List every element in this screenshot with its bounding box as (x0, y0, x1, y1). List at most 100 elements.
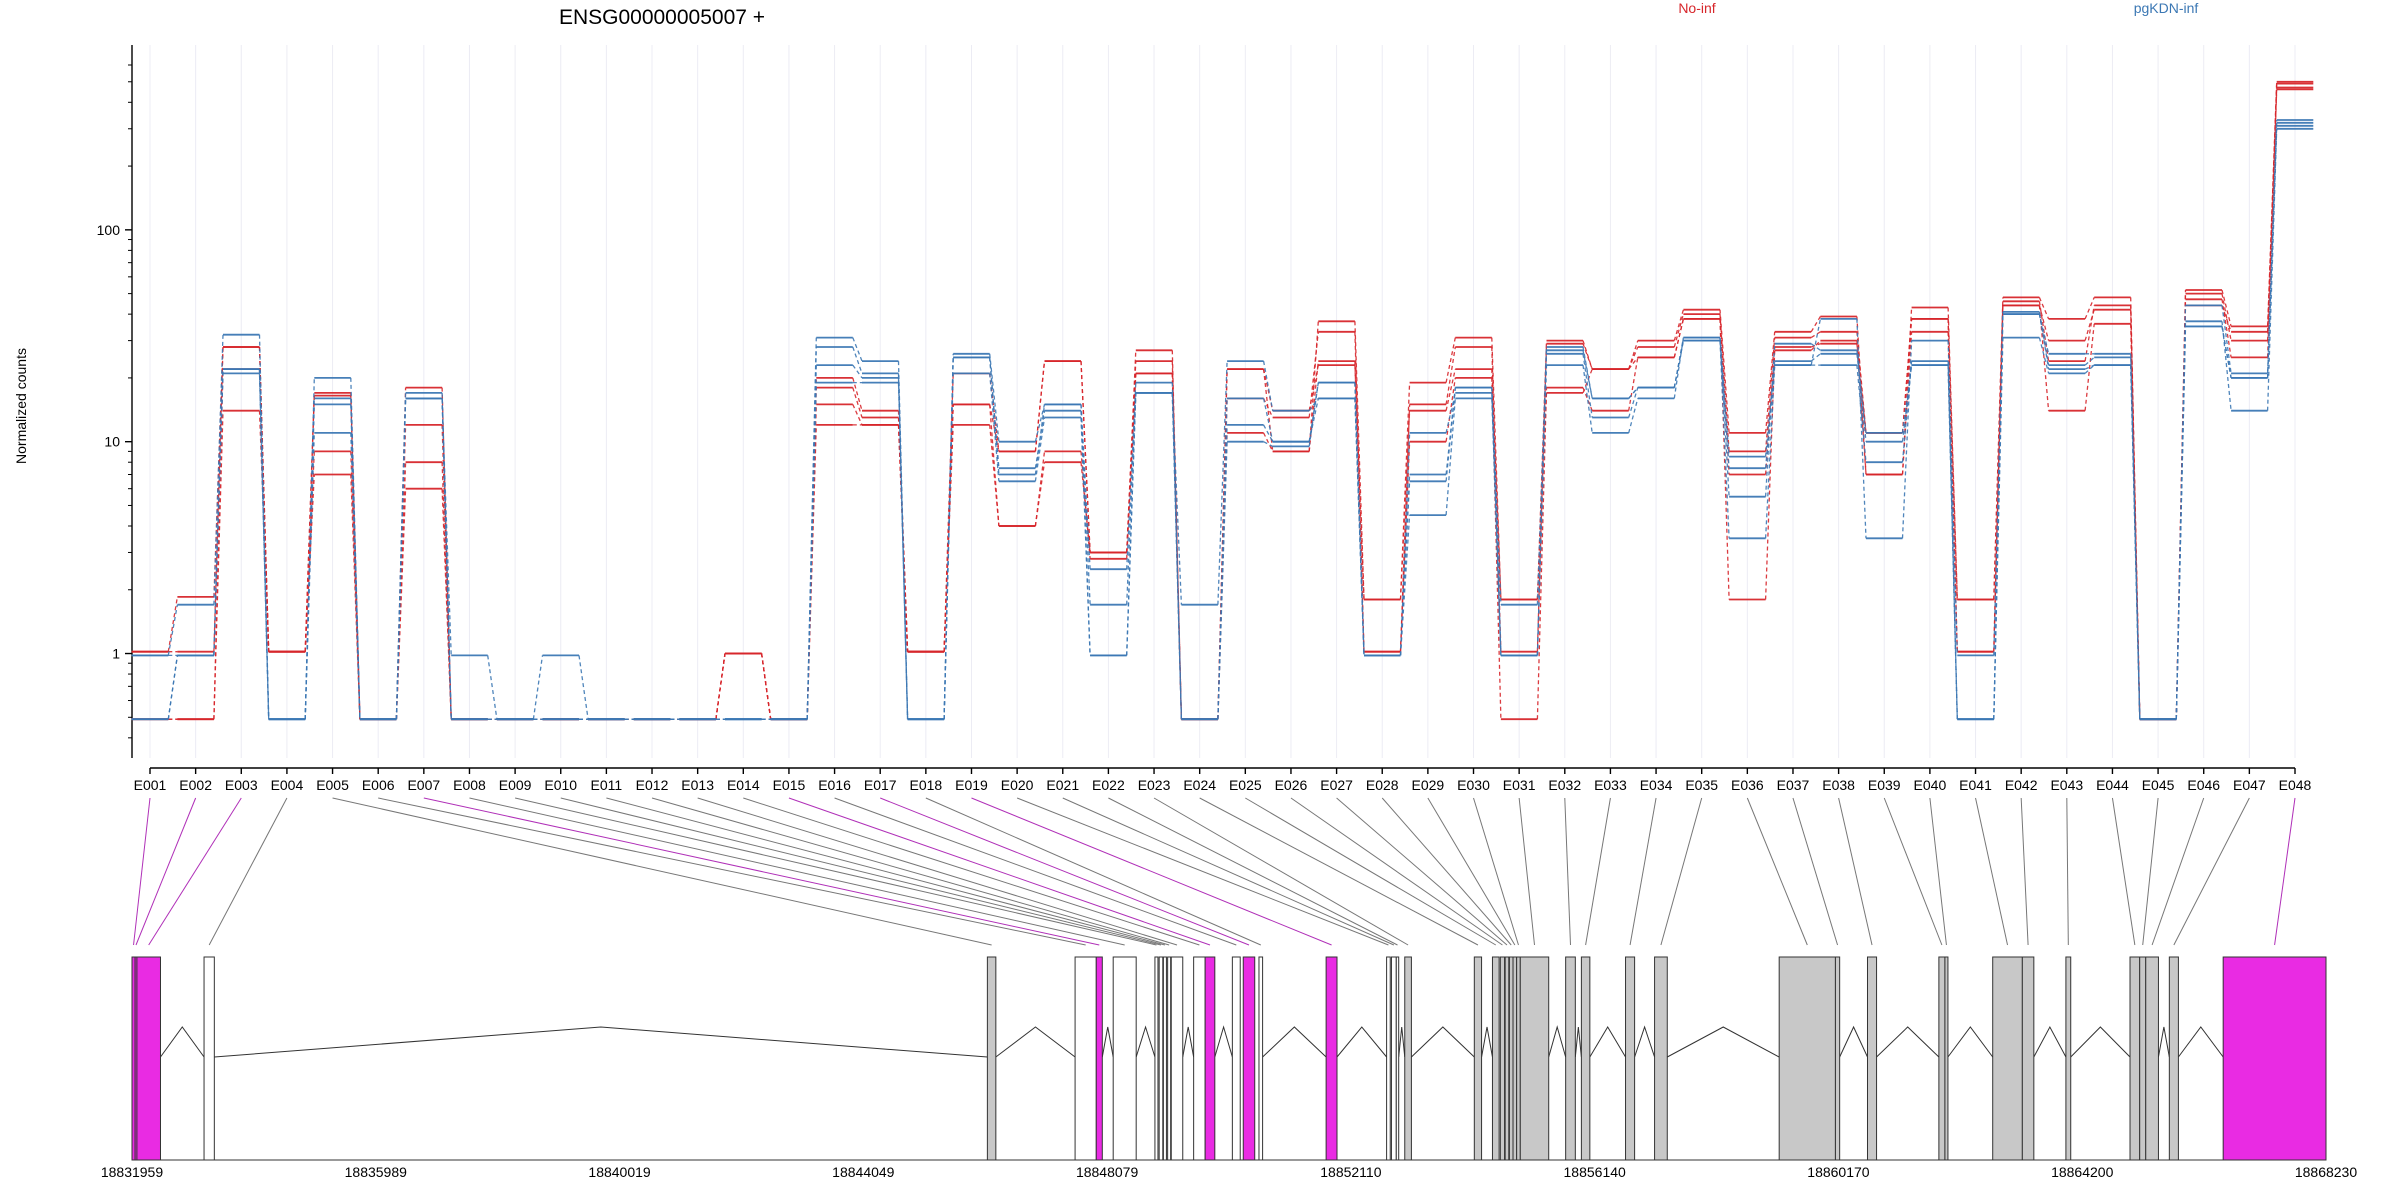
x-tick-label: E047 (2233, 777, 2266, 793)
x-axis: E001 E002 E003 E004 E005 E006 E007 E008 E009 E010… (134, 767, 2312, 793)
x-tick-label: E018 (909, 777, 942, 793)
exon-box-e022 (1395, 956, 1400, 1161)
exon-box-e005 (986, 956, 997, 1161)
exon-connector (651, 797, 1170, 946)
exon-connector-lines (133, 797, 2296, 946)
exon-connector (1746, 797, 1808, 946)
intron-line (1336, 1026, 1387, 1058)
series-level-pgkdn-inf (131, 121, 2314, 721)
intron-line (214, 1026, 988, 1058)
exon-connector (1883, 797, 1943, 946)
exon-connector (606, 797, 1166, 946)
exon-box-e016 (1231, 956, 1241, 1161)
series-level-pgkdn-inf (131, 127, 2314, 721)
y-tick-label: 100 (97, 222, 121, 238)
intron-line (1548, 1025, 1567, 1058)
exon-box-e045 (2139, 956, 2147, 1161)
legend-pgkdn-inf: pgKDN-inf (2134, 0, 2199, 16)
x-tick-label: E003 (225, 777, 258, 793)
exon-box-e043 (2065, 956, 2072, 1161)
x-tick-label: E022 (1092, 777, 1125, 793)
series-connector-no-inf (168, 83, 2278, 720)
exon-connector (788, 797, 1211, 946)
x-tick-label: E046 (2187, 777, 2220, 793)
intron-line (1182, 1026, 1195, 1058)
exon-connector (2142, 797, 2159, 946)
x-tick-label: E045 (2142, 777, 2175, 793)
exon-box-e010 (1158, 956, 1164, 1161)
exon-box-e014 (1193, 956, 1206, 1161)
exon-connector (1838, 797, 1873, 946)
x-tick-label: E037 (1777, 777, 1810, 793)
exon-connector (743, 797, 1200, 946)
genomic-tick-label: 18852110 (1320, 1164, 1381, 1180)
exon-connector (1336, 797, 1508, 946)
x-tick-label: E028 (1366, 777, 1399, 793)
genomic-tick-label: 18835989 (345, 1164, 408, 1180)
x-tick-label: E023 (1138, 777, 1171, 793)
exon-box-e013 (1170, 956, 1184, 1161)
intron-line (1262, 1026, 1327, 1058)
genomic-coordinate-axis: 18831959 18835989 18840019 18844049 18848079… (101, 1164, 2358, 1180)
exon-connector (2151, 797, 2205, 946)
exon-connector (2274, 797, 2296, 946)
x-tick-label: E031 (1503, 777, 1536, 793)
exon-connector (2173, 797, 2250, 946)
exon-box-e030 (1516, 956, 1521, 1161)
x-tick-label: E039 (1868, 777, 1901, 793)
exon-connector (148, 797, 242, 946)
x-tick-label: E044 (2096, 777, 2129, 793)
y-axis: 1 10 100 (97, 45, 133, 758)
exon-box-e035 (1654, 956, 1668, 1161)
series-level-no-inf (131, 82, 2314, 721)
intron-line (2178, 1026, 2224, 1058)
x-tick-label: E035 (1685, 777, 1718, 793)
exon-connector (378, 797, 1086, 946)
exon-box-e047 (2168, 956, 2179, 1161)
exon-box-e012 (1167, 956, 1172, 1161)
x-tick-label: E012 (636, 777, 669, 793)
x-tick-label: E025 (1229, 777, 1262, 793)
x-tick-label: E017 (864, 777, 897, 793)
intron-line (1411, 1026, 1475, 1058)
exon-connector (2066, 797, 2069, 946)
exon-connector (208, 797, 288, 946)
x-tick-label: E006 (362, 777, 395, 793)
genomic-tick-label: 18844049 (832, 1164, 895, 1180)
genomic-tick-label: 18840019 (588, 1164, 651, 1180)
exon-box-e003 (136, 956, 161, 1161)
x-tick-label: E005 (316, 777, 349, 793)
exon-connector (2111, 797, 2136, 946)
exon-box-e009 (1154, 956, 1159, 1161)
exon-box-e029 (1512, 956, 1518, 1161)
genomic-tick-label: 18856140 (1564, 1164, 1627, 1180)
series-connector-no-inf (167, 87, 2278, 720)
series-level-no-inf (131, 80, 2314, 721)
exon-box-e028 (1508, 956, 1514, 1161)
x-tick-label: E019 (955, 777, 988, 793)
exon-connector (1629, 797, 1657, 946)
x-tick-label: E015 (773, 777, 806, 793)
x-tick-label: E014 (727, 777, 760, 793)
exon-box-e033 (1580, 956, 1591, 1161)
exon-connector (514, 797, 1157, 946)
exon-connector (1518, 797, 1535, 946)
x-tick-label: E021 (1046, 777, 1079, 793)
genomic-tick-label: 18848079 (1076, 1164, 1139, 1180)
exon-connector (332, 797, 992, 946)
x-tick-label: E034 (1640, 777, 1673, 793)
genomic-tick-label: 18860170 (1807, 1164, 1870, 1180)
exon-connector (1792, 797, 1839, 946)
exon-box-e031 (1519, 956, 1550, 1161)
x-tick-label: E013 (681, 777, 714, 793)
x-tick-label: E042 (2005, 777, 2038, 793)
exon-connector (1290, 797, 1503, 946)
x-tick-label: E020 (1001, 777, 1034, 793)
series-connector-no-inf (168, 89, 2278, 720)
exon-connector (135, 797, 197, 946)
x-tick-label: E038 (1822, 777, 1855, 793)
x-tick-label: E026 (1275, 777, 1308, 793)
x-tick-label: E002 (179, 777, 212, 793)
x-tick-label: E033 (1594, 777, 1627, 793)
